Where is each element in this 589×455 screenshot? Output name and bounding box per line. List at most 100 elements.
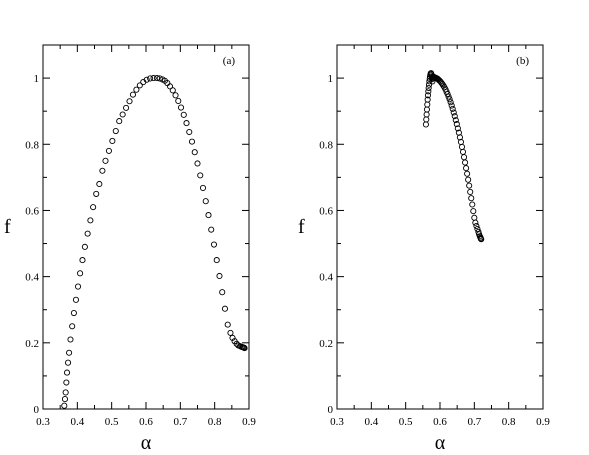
data-point [112, 127, 119, 135]
data-point [451, 113, 458, 120]
data-point [462, 159, 469, 166]
axis-ticks [336, 45, 544, 410]
y-tick-label: 0.8 [319, 139, 333, 151]
data-point [423, 111, 430, 118]
data-point [208, 226, 215, 233]
data-point [63, 379, 70, 386]
data-point [213, 257, 220, 264]
data-point [424, 101, 431, 108]
y-tick-label: 0 [34, 404, 40, 416]
x-tick-label: 0.9 [536, 416, 550, 428]
plot-frame [336, 44, 544, 410]
data-point [70, 309, 77, 317]
x-tick-label: 0.4 [70, 416, 84, 428]
data-point [444, 90, 451, 98]
data-point [435, 76, 442, 83]
y-tick-label: 0.4 [25, 272, 39, 284]
y-tick-label: 1 [328, 73, 334, 85]
x-tick-label: 0.6 [139, 416, 153, 428]
y-tick-label: 0.2 [25, 338, 39, 350]
y-tick-label: 0.6 [25, 205, 39, 217]
data-point [133, 86, 140, 93]
data-point [143, 76, 150, 83]
data-point [177, 104, 185, 111]
data-point [459, 148, 467, 155]
data-point [61, 402, 68, 409]
data-point [424, 92, 432, 99]
data-point [446, 96, 453, 103]
data-point [422, 121, 429, 128]
data-point [79, 257, 86, 264]
data-point [473, 222, 480, 230]
y-tick-label: 0.6 [319, 205, 333, 217]
data-point [87, 217, 94, 224]
data-point [424, 96, 431, 103]
data-point [186, 128, 193, 136]
data-point [63, 369, 71, 376]
data-point [202, 198, 209, 205]
data-point [460, 154, 468, 161]
data-points [422, 70, 485, 243]
data-point [109, 137, 116, 145]
data-point [175, 97, 182, 104]
x-tick-label: 0.5 [399, 416, 413, 428]
y-tick-label: 1 [34, 73, 40, 85]
data-point [93, 190, 100, 197]
data-point [96, 180, 103, 188]
data-point [65, 359, 72, 366]
data-point [466, 182, 473, 189]
data-point [468, 195, 475, 202]
data-point [102, 157, 109, 164]
x-tick-labels: 0.3 0.4 0.5 0.6 0.7 0.8 0.9 [330, 416, 550, 428]
data-point [478, 236, 485, 243]
data-point [221, 305, 229, 312]
data-point [126, 98, 133, 105]
panel-a: 0.3 0.4 0.5 0.6 0.7 0.8 0.9 0 0.2 0.4 0.6 0.8 1 (a)… [4, 44, 256, 454]
x-tick-label: 0.5 [105, 416, 119, 428]
data-point [454, 125, 461, 132]
x-tick-label: 0.9 [242, 416, 256, 428]
data-point [219, 289, 226, 296]
data-point [467, 188, 474, 195]
x-axis-title: α [141, 432, 152, 454]
panel-label: (b) [516, 55, 529, 67]
data-point [458, 143, 466, 150]
data-point [469, 201, 476, 208]
data-point [72, 296, 80, 303]
x-tick-label: 0.8 [502, 416, 516, 428]
data-point [90, 204, 97, 211]
y-tick-labels: 0 0.2 0.4 0.6 0.8 1 [25, 73, 39, 416]
data-point [453, 121, 460, 128]
data-point [84, 230, 91, 237]
data-point [183, 120, 190, 127]
x-tick-label: 0.7 [173, 416, 187, 428]
data-point [425, 81, 433, 88]
data-point [463, 165, 470, 172]
data-point [224, 321, 231, 328]
data-point [472, 219, 479, 226]
data-point [69, 323, 76, 330]
data-point [99, 167, 106, 174]
data-point [123, 104, 130, 111]
data-point [452, 117, 459, 124]
data-point [448, 102, 455, 109]
data-point [147, 75, 154, 82]
data-point [445, 93, 452, 100]
data-point [210, 241, 218, 248]
data-point [227, 329, 234, 336]
data-point [188, 138, 196, 145]
data-point [199, 184, 207, 191]
x-tick-label: 0.7 [467, 416, 481, 428]
data-point [423, 116, 430, 123]
y-tick-label: 0.8 [25, 139, 39, 151]
x-tick-label: 0.3 [36, 416, 50, 428]
data-point [169, 87, 176, 94]
data-point [471, 214, 478, 221]
data-point [464, 170, 471, 177]
data-point [116, 118, 123, 125]
axis-ticks [42, 45, 250, 410]
data-point [425, 88, 432, 95]
data-point [194, 160, 201, 167]
x-tick-label: 0.8 [208, 416, 222, 428]
